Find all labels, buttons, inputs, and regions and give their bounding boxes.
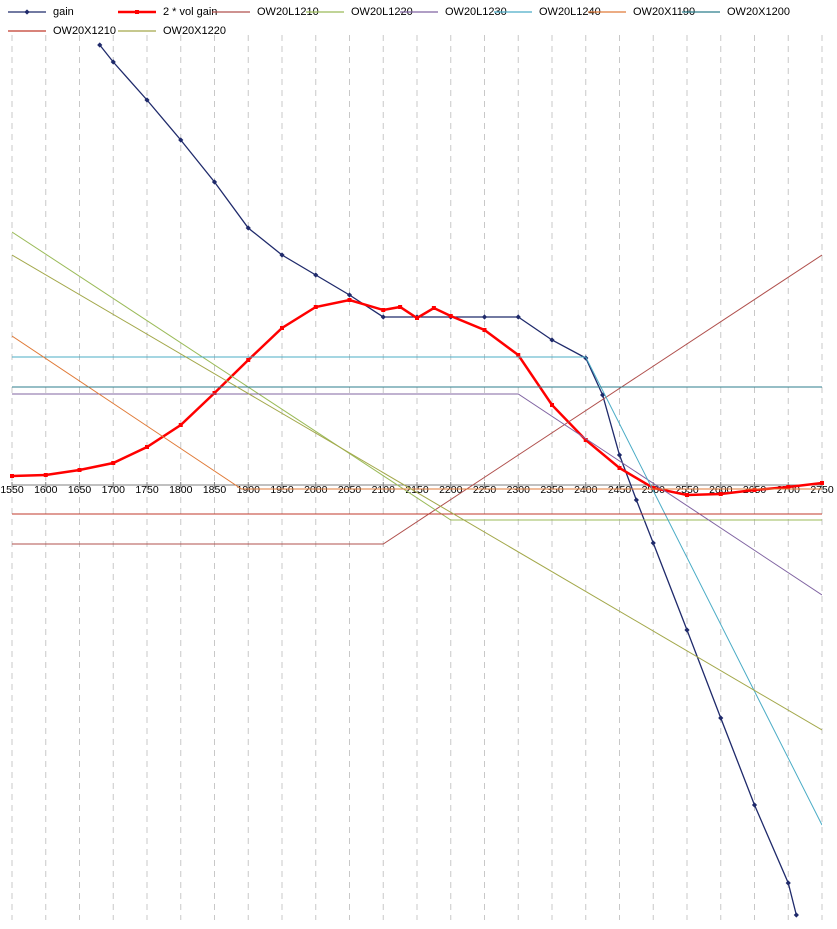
legend-label: OW20L1220 [351,6,413,18]
marker [515,314,521,320]
legend-item: OW20X1190 [588,6,695,18]
marker [550,403,554,407]
legend-label: OW20L1230 [445,6,507,18]
x-tick-label: 1850 [203,484,227,496]
legend-item: 2 * vol gain [118,6,217,18]
marker [212,391,217,395]
marker [583,438,588,442]
legend-label: OW20X1200 [727,6,790,18]
x-tick-label: 2350 [540,484,564,496]
x-tick-label: 2150 [405,484,429,496]
legend-label: OW20X1220 [163,25,226,37]
series-line [12,356,822,826]
marker [481,314,488,320]
marker [718,492,723,496]
legend-label: gain [53,6,74,18]
x-tick-label: 1700 [102,484,126,496]
x-tick-label: 2400 [574,484,598,496]
marker [279,252,285,258]
x-tick-label: 2750 [810,484,834,496]
series-line [12,393,822,596]
marker [211,179,218,185]
marker [786,485,791,489]
legend-item: OW20X1210 [8,25,116,37]
x-tick-label: 2250 [473,484,497,496]
marker [346,292,353,298]
legend-label: OW20X1210 [53,25,116,37]
marker [752,488,757,492]
marker [793,912,799,918]
x-tick-label: 2050 [338,484,362,496]
legend-item: OW20X1200 [682,6,790,18]
x-tick-label: 1750 [135,484,159,496]
marker [398,305,403,309]
marker [617,466,622,470]
marker [549,337,555,343]
legend-item: OW20L1230 [400,6,507,18]
marker [633,497,639,503]
marker [415,316,419,320]
legend-item: gain [8,6,74,18]
marker [651,486,656,490]
marker [751,802,758,808]
marker [43,473,48,477]
marker [718,715,724,721]
legend-item: OW20L1240 [494,6,601,18]
marker [97,42,103,48]
x-tick-label: 1600 [34,484,58,496]
x-tick-label: 2450 [608,484,632,496]
legend-label: OW20X1190 [633,6,695,18]
marker [347,298,352,302]
marker [10,474,14,478]
marker [135,10,139,14]
series-line [12,254,822,545]
series-line [12,254,822,731]
legend-item: OW20L1210 [212,6,319,18]
marker [77,468,82,472]
marker [110,59,116,65]
series-line [99,44,797,916]
marker [516,353,521,357]
x-tick-label: 2300 [507,484,531,496]
x-tick-label: 2000 [304,484,328,496]
marker [245,225,251,231]
legend-label: OW20L1240 [539,6,601,18]
marker [650,540,656,546]
marker [145,445,149,449]
legend-label: 2 * vol gain [163,6,217,18]
marker [380,314,386,320]
series-line [12,231,822,521]
x-tick-label: 1950 [270,484,294,496]
marker [381,308,386,312]
marker [431,306,436,310]
x-tick-label: 1550 [0,484,24,496]
marker [448,314,453,318]
marker [820,481,824,485]
marker [482,328,487,332]
marker [111,461,116,465]
marker [178,137,184,143]
marker [785,880,791,886]
marker [685,493,689,497]
marker [313,305,318,309]
marker [24,9,30,15]
x-tick-label: 2100 [372,484,396,496]
x-tick-label: 1800 [169,484,193,496]
x-tick-label: 1900 [237,484,261,496]
marker [684,627,690,633]
marker [246,358,251,362]
marker [313,272,319,278]
legend-label: OW20L1210 [257,6,319,18]
legend-item: OW20X1220 [118,25,226,37]
marker [144,97,150,103]
marker [280,326,284,330]
marker [616,452,623,458]
x-tick-label: 2200 [439,484,463,496]
x-tick-label: 1650 [68,484,92,496]
legend-item: OW20L1220 [306,6,413,18]
marker [178,423,183,427]
